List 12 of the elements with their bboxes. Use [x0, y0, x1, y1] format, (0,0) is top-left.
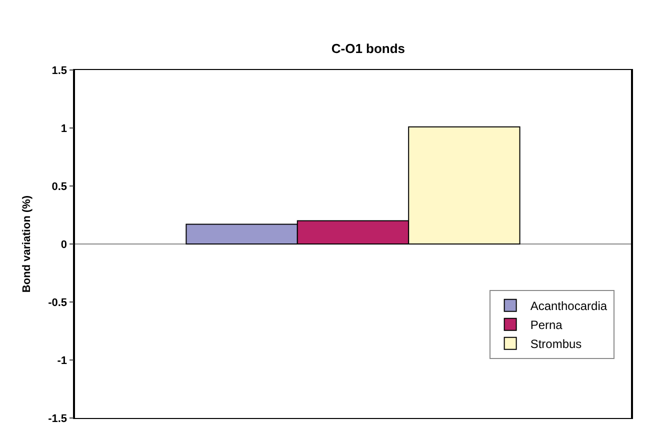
legend-label: Strombus: [530, 337, 582, 352]
y-tick-label: 0: [60, 238, 68, 251]
y-tick-label: -1: [57, 354, 68, 367]
chart-title: C-O1 bonds: [331, 40, 406, 56]
legend-label: Acanthocardia: [530, 299, 608, 314]
y-tick-label: 0.5: [52, 180, 68, 193]
y-axis-title: Bond variation (%): [21, 195, 34, 293]
legend-label: Perna: [530, 318, 563, 332]
y-tick-label: 1.5: [52, 64, 68, 77]
y-tick-label: 1: [60, 122, 68, 135]
y-tick-label: -0.5: [48, 296, 68, 309]
y-tick-label: -1.5: [48, 412, 68, 425]
